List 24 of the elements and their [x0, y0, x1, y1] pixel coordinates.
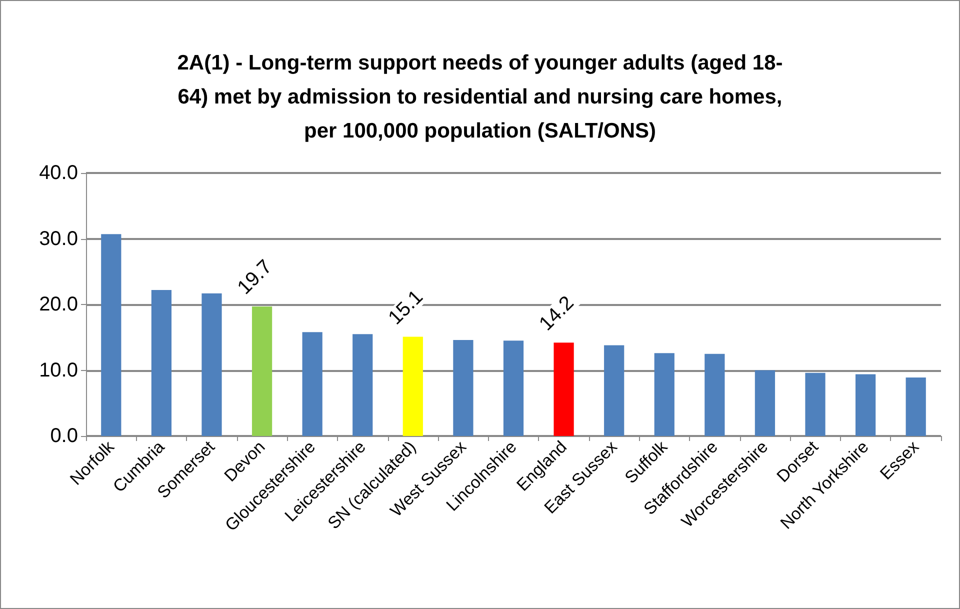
chart-title: 2A(1) - Long-term support needs of younger adults (aged 18- 64) met by admission to residential and nursing care homes, per 100,000 population (SALT/ONS): [177, 52, 783, 142]
bar: [302, 332, 322, 436]
bar: [402, 336, 423, 436]
bar: [805, 372, 826, 436]
bar: [906, 377, 926, 436]
bar: [604, 345, 624, 436]
y-tick-label: 30.0: [39, 228, 78, 250]
bar: [654, 353, 674, 436]
y-tick-label: 10.0: [39, 359, 78, 382]
bar: [202, 293, 222, 436]
bar: [704, 354, 725, 436]
bar: [554, 342, 574, 436]
y-tick-label: 20.0: [39, 294, 78, 316]
bar: [453, 340, 474, 436]
bar: [101, 234, 122, 436]
bar: [856, 374, 876, 436]
bar: [252, 306, 272, 436]
y-tick-label: 0.0: [50, 425, 78, 447]
bar: [503, 340, 524, 436]
bar: [352, 334, 373, 436]
bar: [151, 290, 172, 436]
y-tick-label: 40.0: [39, 162, 78, 184]
data-label: 15.1: [384, 286, 428, 330]
bar: [754, 370, 776, 436]
